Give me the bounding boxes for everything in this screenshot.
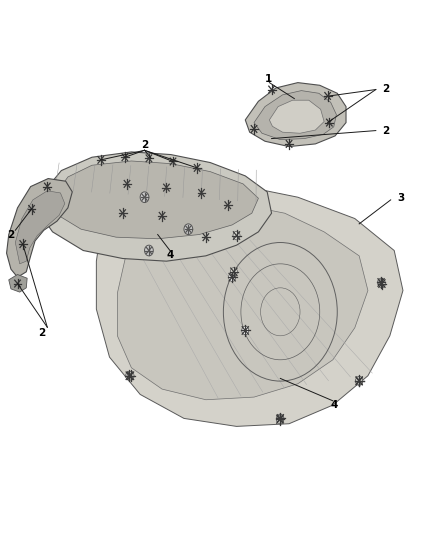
Polygon shape [269,100,324,133]
Polygon shape [254,91,336,140]
Polygon shape [96,181,403,426]
Circle shape [356,377,363,385]
Circle shape [233,231,240,240]
Polygon shape [15,191,65,264]
Circle shape [229,273,236,281]
Polygon shape [39,152,272,261]
Circle shape [242,326,249,335]
Text: 2: 2 [7,230,14,239]
Text: 2: 2 [382,126,389,135]
Circle shape [356,376,363,385]
Polygon shape [117,204,368,400]
Circle shape [184,224,193,235]
Text: 1: 1 [265,74,272,84]
Circle shape [378,279,385,288]
Circle shape [276,415,283,424]
Text: 2: 2 [38,328,45,338]
Circle shape [140,192,149,203]
Circle shape [127,372,134,380]
Polygon shape [245,83,346,147]
Circle shape [277,414,284,423]
Circle shape [230,268,237,276]
Text: 4: 4 [166,250,173,260]
Circle shape [145,245,153,256]
Polygon shape [50,161,258,239]
Text: 2: 2 [141,140,148,150]
Text: 2: 2 [382,84,389,94]
Text: 3: 3 [397,193,404,203]
Polygon shape [9,274,27,292]
Text: 4: 4 [330,400,337,410]
Polygon shape [7,179,72,277]
Circle shape [126,372,133,380]
Circle shape [378,278,385,287]
